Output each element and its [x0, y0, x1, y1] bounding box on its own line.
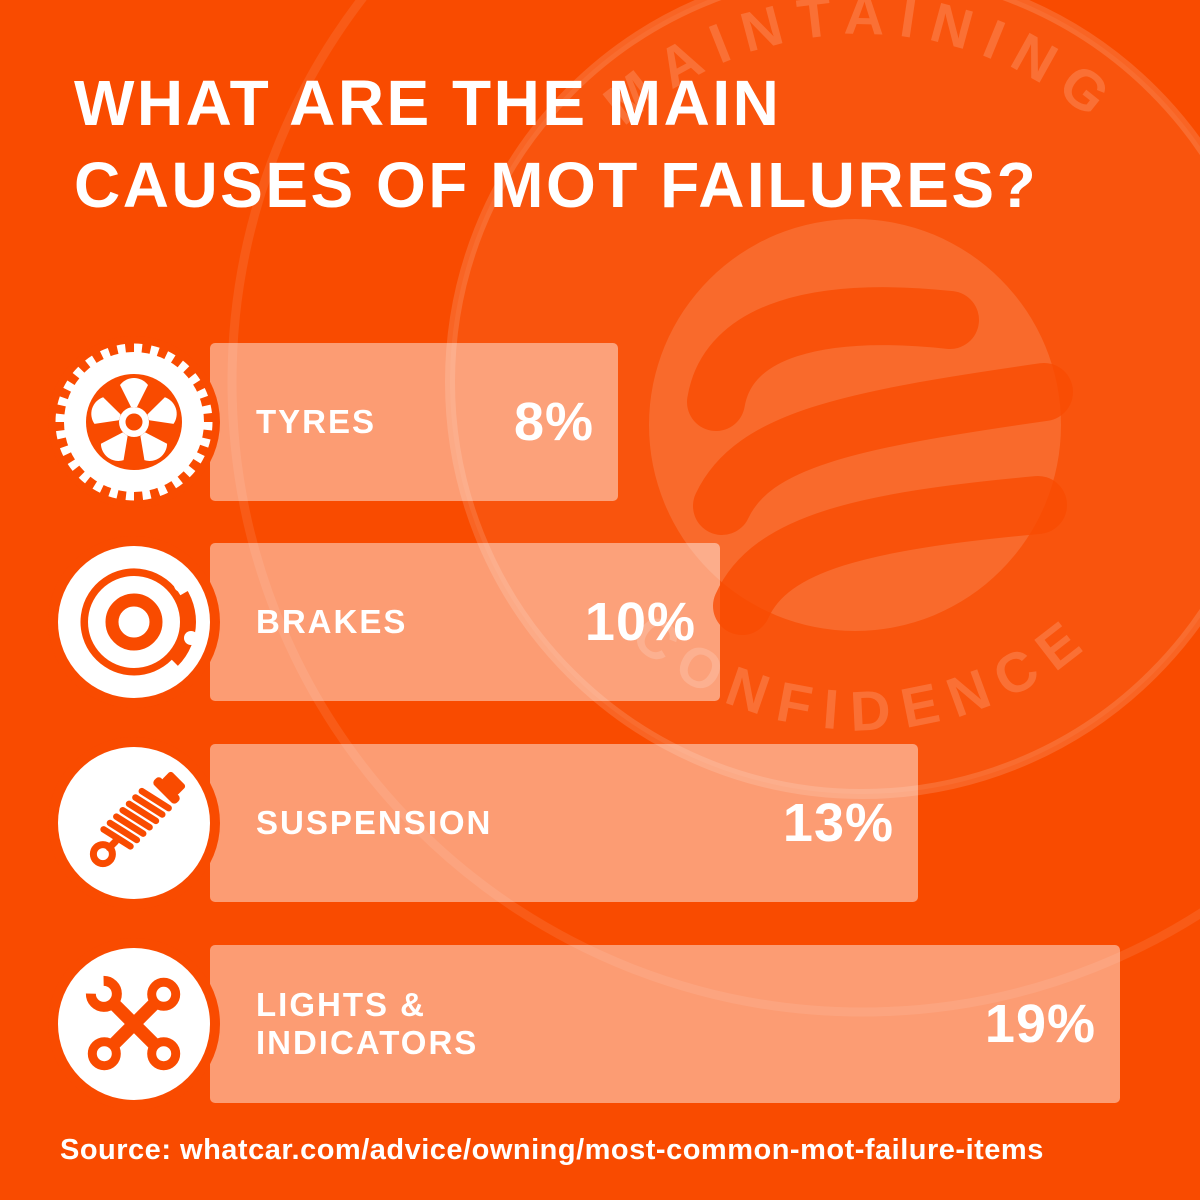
bar-brakes: BRAKES 10%: [210, 543, 720, 701]
bar-label-lights-indicators: LIGHTS & INDICATORS: [256, 986, 478, 1062]
bar-label-lights-line2: INDICATORS: [256, 1024, 479, 1061]
bar-label-brakes: BRAKES: [256, 603, 408, 640]
bar-value-tyres: 8%: [513, 392, 594, 452]
bar-label-tyres: TYRES: [256, 403, 377, 440]
bar-tyres: TYRES 8%: [210, 343, 618, 501]
bar-value-lights-indicators: 19%: [984, 994, 1096, 1054]
bar-suspension: SUSPENSION 13%: [210, 744, 918, 902]
bar-value-suspension: 13%: [782, 793, 894, 853]
crossed-spanners-icon: [48, 938, 220, 1110]
swirl-e-logo-icon: [687, 287, 1073, 635]
source-attribution: Source: whatcar.com/advice/owning/most-c…: [60, 1134, 1044, 1166]
bar-label-suspension: SUSPENSION: [256, 804, 493, 841]
brake-disc-icon: [48, 536, 220, 708]
page-title-line2: CAUSES OF MOT FAILURES?: [74, 149, 1039, 221]
page-title: WHAT ARE THE MAIN CAUSES OF MOT FAILURES…: [74, 62, 1038, 226]
page-title-line1: WHAT ARE THE MAIN: [74, 67, 782, 139]
bar-lights-indicators: LIGHTS & INDICATORS 19%: [210, 945, 1120, 1103]
bar-label-lights-line1: LIGHTS &: [256, 986, 426, 1023]
suspension-icon: [48, 737, 220, 909]
tyre-icon: [48, 336, 220, 508]
bar-value-brakes: 10%: [584, 592, 696, 652]
